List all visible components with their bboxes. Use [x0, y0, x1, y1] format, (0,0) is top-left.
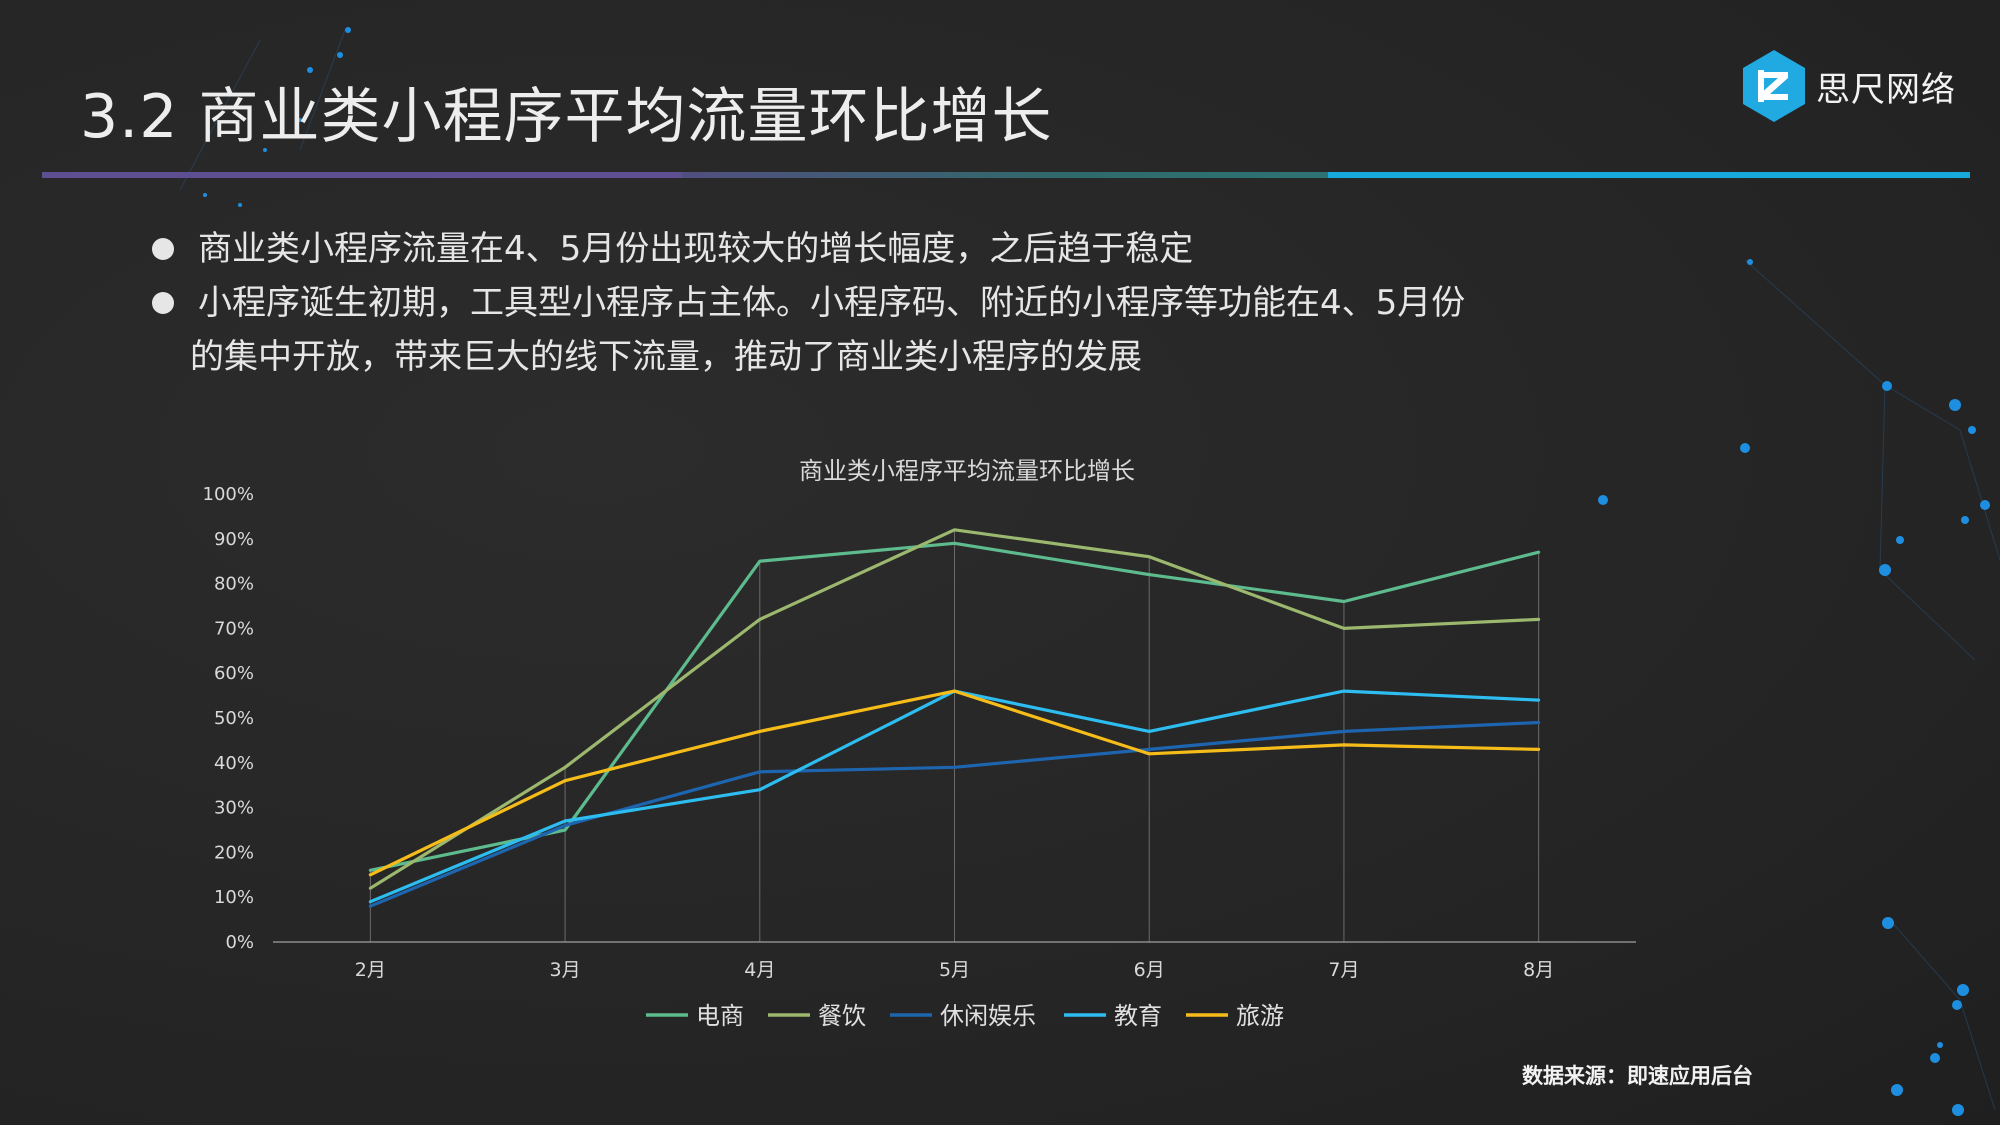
- legend-label: 餐饮: [818, 1002, 866, 1030]
- bullet-list: 商业类小程序流量在4、5月份出现较大的增长幅度，之后趋于稳定 小程序诞生初期，工…: [150, 222, 1638, 384]
- bullet-item: 小程序诞生初期，工具型小程序占主体。小程序码、附近的小程序等功能在4、5月份 的…: [150, 276, 1638, 384]
- x-tick-label: 5月: [939, 959, 970, 981]
- x-tick-label: 3月: [550, 959, 581, 981]
- chart-title: 商业类小程序平均流量环比增长: [799, 457, 1135, 485]
- brand-name: 思尺网络: [1816, 69, 1956, 110]
- y-tick-label: 20%: [214, 842, 254, 863]
- y-tick-label: 90%: [214, 529, 254, 550]
- y-tick-label: 70%: [214, 618, 254, 639]
- y-tick-label: 80%: [214, 574, 254, 595]
- bullet-text: 小程序诞生初期，工具型小程序占主体。小程序码、附近的小程序等功能在4、5月份: [198, 283, 1466, 323]
- x-tick-label: 6月: [1134, 959, 1165, 981]
- x-tick-label: 4月: [744, 959, 775, 981]
- bullet-item: 商业类小程序流量在4、5月份出现较大的增长幅度，之后趋于稳定: [150, 222, 1638, 276]
- page-title: 3.2 商业类小程序平均流量环比增长: [80, 82, 1053, 152]
- legend-label: 教育: [1114, 1002, 1162, 1030]
- bullet-dot-icon: [152, 238, 174, 260]
- brand-logo: 思尺网络: [1740, 48, 1956, 124]
- x-tick-label: 7月: [1328, 959, 1359, 981]
- brand-logo-icon: [1743, 50, 1805, 122]
- y-tick-label: 10%: [214, 887, 254, 908]
- bullet-text: 商业类小程序流量在4、5月份出现较大的增长幅度，之后趋于稳定: [198, 229, 1194, 269]
- legend-label: 电商: [696, 1002, 744, 1030]
- y-tick-label: 60%: [214, 663, 254, 684]
- y-tick-label: 30%: [214, 798, 254, 819]
- bullet-dot-icon: [152, 292, 174, 314]
- y-tick-label: 50%: [214, 708, 254, 729]
- bullet-text-continuation: 的集中开放，带来巨大的线下流量，推动了商业类小程序的发展: [190, 337, 1142, 377]
- legend-label: 旅游: [1236, 1002, 1284, 1030]
- data-source-note: 数据来源：即速应用后台: [1522, 1064, 1753, 1088]
- y-tick-label: 100%: [203, 484, 254, 505]
- y-tick-label: 0%: [225, 932, 254, 953]
- legend-label: 休闲娱乐: [940, 1002, 1036, 1030]
- y-tick-label: 40%: [214, 753, 254, 774]
- x-tick-label: 2月: [355, 959, 386, 981]
- title-divider: [42, 172, 1970, 178]
- x-tick-label: 8月: [1523, 959, 1554, 981]
